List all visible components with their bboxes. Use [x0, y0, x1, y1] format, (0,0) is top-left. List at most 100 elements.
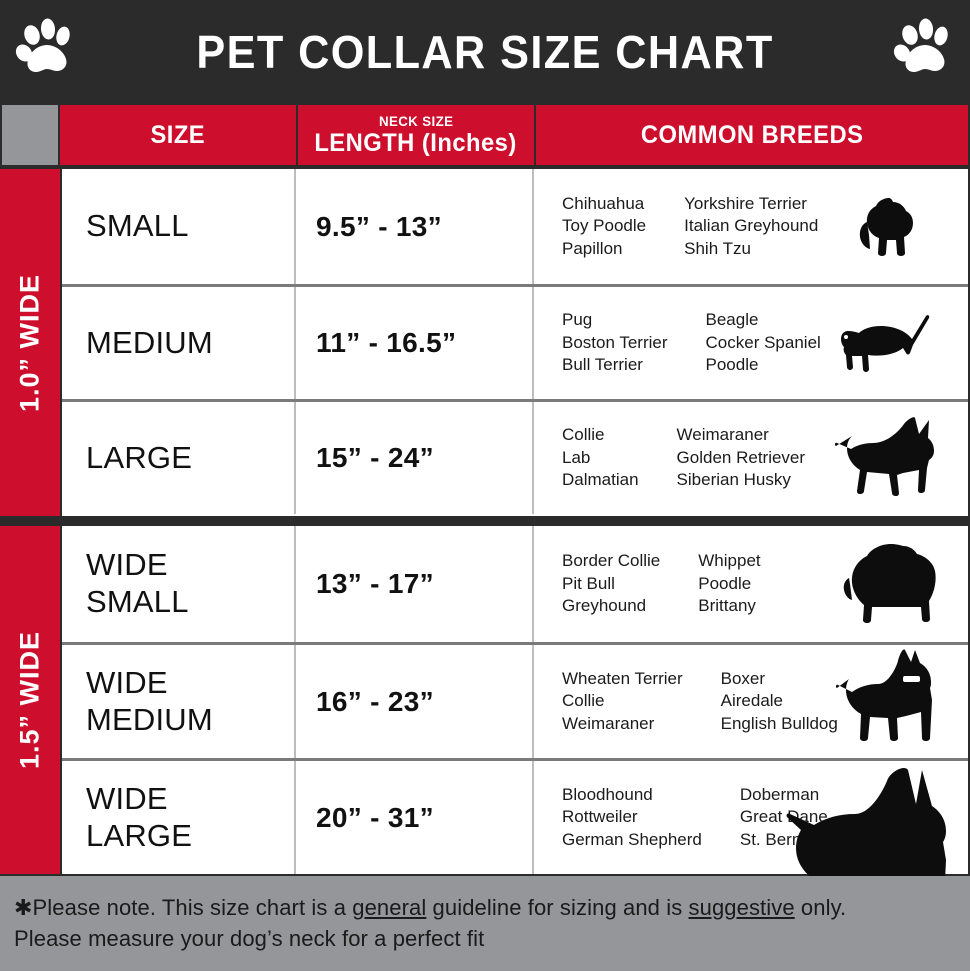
breed-item: Whippet: [698, 551, 761, 571]
breed-item: Greyhound: [562, 596, 647, 616]
size-label: WIDE MEDIUM: [86, 665, 213, 738]
breed-item: Cocker Spaniel: [705, 332, 821, 352]
cell-length: 20” - 31”: [296, 761, 534, 874]
column-header-neck-size-label: NECK SIZE: [378, 112, 454, 129]
breed-item: Great Dane: [739, 807, 828, 827]
section-rows: SMALL 9.5” - 13” Chihuahua Toy Poodle Pa…: [60, 167, 970, 518]
cell-size: WIDE LARGE: [62, 761, 296, 874]
section-1-5-inch: 1.5” WIDE WIDE SMALL 13” - 17”: [0, 524, 970, 876]
cell-length: 15” - 24”: [296, 402, 534, 514]
breed-item: Golden Retriever: [676, 447, 806, 467]
table-row[interactable]: LARGE 15” - 24” Collie Lab Dalmatian Wei…: [62, 399, 968, 514]
breed-item: Pit Bull: [562, 573, 615, 593]
column-header-breeds-label: COMMON BREEDS: [640, 120, 864, 149]
breed-item: Bull Terrier: [562, 355, 643, 375]
pomeranian-silhouette-icon: [859, 197, 913, 256]
breed-item: Dalmatian: [562, 470, 639, 490]
cell-breeds: Collie Lab Dalmatian Weimaraner Golden R…: [534, 402, 968, 514]
table-row[interactable]: WIDE SMALL 13” - 17” Border Collie Pit B…: [62, 526, 968, 642]
footer-note: ✱Please note. This size chart is a gener…: [0, 876, 970, 971]
footer-line-1: ✱Please note. This size chart is a gener…: [14, 892, 956, 923]
size-label-line-1: WIDE: [86, 664, 168, 700]
table-row[interactable]: WIDE LARGE 20” - 31” Bloodhound Rottweil…: [62, 758, 968, 874]
cell-size: WIDE SMALL: [62, 526, 296, 642]
column-header-length-label: LENGTH (Inches): [314, 128, 518, 157]
length-value: 15” - 24”: [316, 442, 434, 473]
title-bar: PET COLLAR SIZE CHART: [0, 0, 970, 103]
breed-item: Boston Terrier: [562, 332, 668, 352]
dog-silhouette-slot: [814, 287, 964, 399]
breed-item: Chihuahua: [562, 193, 645, 213]
section-1-inch: 1.0” WIDE SMALL 9.5” - 13” Chihuahua Toy…: [0, 167, 970, 518]
paw-print-icon: [893, 18, 948, 72]
size-label-line-1: WIDE: [86, 547, 168, 583]
breed-item: Rottweiler: [562, 807, 638, 827]
cell-size: LARGE: [62, 402, 296, 514]
cell-size: SMALL: [62, 169, 296, 284]
breed-item: Beagle: [705, 310, 759, 330]
breed-item: English Bulldog: [720, 713, 838, 733]
cell-breeds: Bloodhound Rottweiler German Shepherd Do…: [534, 761, 968, 874]
breed-item: Pug: [562, 310, 593, 330]
footer-text-b: guideline for sizing and is: [426, 895, 689, 920]
section-band-label: 1.0” WIDE: [14, 273, 45, 412]
bulldog-silhouette-icon: [843, 544, 936, 623]
table-row[interactable]: WIDE MEDIUM 16” - 23” Wheaten Terrier Co…: [62, 642, 968, 758]
length-value: 9.5” - 13”: [316, 210, 442, 242]
size-label: WIDE SMALL: [86, 547, 189, 620]
breed-item: Siberian Husky: [676, 470, 791, 490]
section-band-1-5-inch: 1.5” WIDE: [0, 524, 60, 876]
length-value: 11” - 16.5”: [316, 327, 457, 358]
beagle-silhouette-icon: [841, 315, 930, 372]
footer-text-a: ✱Please note. This size chart is a: [14, 895, 353, 920]
breed-item: Wheaten Terrier: [562, 668, 683, 688]
size-label: MEDIUM: [86, 324, 213, 360]
size-label-line-2: LARGE: [86, 817, 193, 853]
dog-silhouette-slot: [814, 402, 964, 514]
breed-column-1: Pug Boston Terrier Bull Terrier: [562, 309, 668, 376]
length-value: 16” - 23”: [316, 685, 434, 717]
breed-item: Yorkshire Terrier: [684, 193, 807, 213]
footer-line-2: Please measure your dog’s neck for a per…: [14, 926, 485, 952]
cell-length: 9.5” - 13”: [296, 169, 534, 284]
breed-column-1: Chihuahua Toy Poodle Papillon: [562, 193, 646, 260]
size-label-line-2: SMALL: [86, 584, 189, 619]
length-value: 20” - 31”: [316, 801, 434, 833]
pitbull-silhouette-icon: [835, 648, 932, 741]
section-band-1-inch: 1.0” WIDE: [0, 167, 60, 518]
breed-item: Shih Tzu: [684, 238, 751, 258]
breed-item: Boxer: [720, 668, 766, 688]
breed-column-1: Bloodhound Rottweiler German Shepherd: [562, 784, 702, 851]
footer-text-c: only.: [794, 895, 847, 920]
size-label: LARGE: [86, 439, 193, 475]
breed-item: Poodle: [705, 355, 759, 375]
cell-length: 16” - 23”: [296, 645, 534, 758]
footer-underline-general: general: [352, 895, 427, 920]
column-header-breeds: COMMON BREEDS: [536, 103, 970, 167]
breed-item: Toy Poodle: [562, 216, 647, 236]
table-row[interactable]: MEDIUM 11” - 16.5” Pug Boston Terrier Bu…: [62, 284, 968, 399]
breed-item: Airedale: [720, 691, 784, 711]
breed-item: Bloodhound: [562, 784, 653, 804]
breed-column-1: Collie Lab Dalmatian: [562, 424, 639, 491]
breed-item: Doberman: [739, 784, 820, 804]
breed-column-2: Yorkshire Terrier Italian Greyhound Shih…: [684, 193, 818, 260]
cell-length: 11” - 16.5”: [296, 287, 534, 399]
breed-item: Italian Greyhound: [684, 216, 819, 236]
table-row[interactable]: SMALL 9.5” - 13” Chihuahua Toy Poodle Pa…: [62, 169, 968, 284]
table-header-row: SIZE NECK SIZE LENGTH (Inches) COMMON BR…: [0, 103, 970, 167]
breed-column-1: Wheaten Terrier Collie Weimaraner: [562, 668, 683, 735]
header-corner-cell: [0, 103, 60, 167]
footer-underline-suggestive: suggestive: [688, 895, 795, 920]
breed-item: Papillon: [562, 238, 623, 258]
cell-breeds: Wheaten Terrier Collie Weimaraner Boxer …: [534, 645, 968, 758]
breed-column-2: Whippet Poodle Brittany: [698, 550, 760, 617]
page-title: PET COLLAR SIZE CHART: [196, 25, 774, 78]
cell-size: MEDIUM: [62, 287, 296, 399]
cell-breeds: Chihuahua Toy Poodle Papillon Yorkshire …: [534, 169, 968, 284]
breed-item: Weimaraner: [676, 425, 769, 445]
breed-item: German Shepherd: [562, 829, 702, 849]
cell-breeds: Pug Boston Terrier Bull Terrier Beagle C…: [534, 287, 968, 399]
breed-column-1: Border Collie Pit Bull Greyhound: [562, 550, 660, 617]
